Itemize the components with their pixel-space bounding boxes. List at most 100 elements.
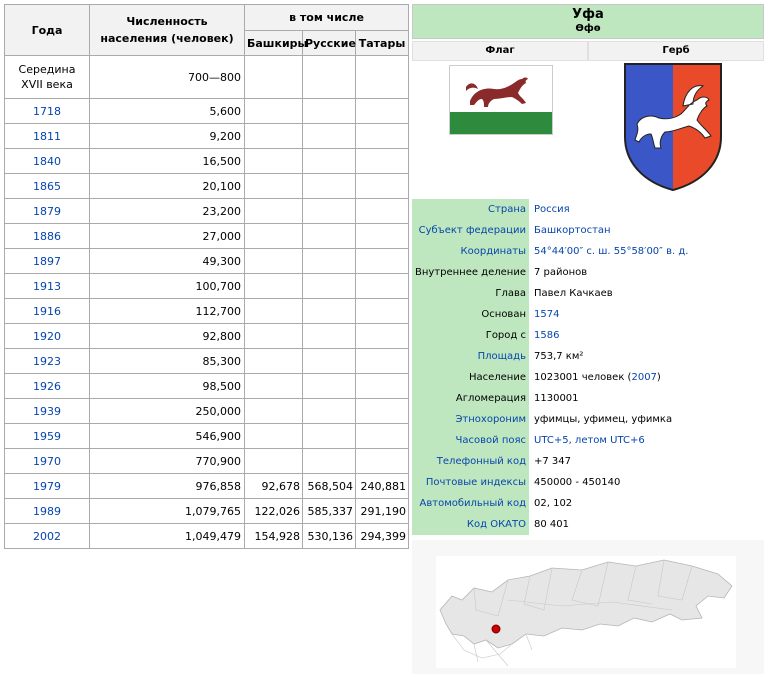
infobox-value-text: Павел Качкаев bbox=[534, 288, 613, 299]
year-link[interactable]: 1959 bbox=[33, 429, 61, 443]
year-link[interactable]: 1926 bbox=[33, 379, 61, 393]
year-cell[interactable]: 1913 bbox=[4, 273, 90, 299]
infobox-value[interactable]: Башкортостан bbox=[529, 220, 611, 241]
year-cell[interactable]: 1886 bbox=[4, 223, 90, 249]
infobox-value[interactable]: 54°44′00″ с. ш. 55°58′00″ в. д. bbox=[529, 241, 688, 262]
year-cell[interactable]: 1811 bbox=[4, 123, 90, 149]
infobox-title: Уфа Өфө bbox=[412, 4, 764, 39]
year-cell[interactable]: 1959 bbox=[4, 423, 90, 449]
russians-cell bbox=[302, 223, 356, 249]
infobox-value-text: 02, 102 bbox=[534, 498, 573, 509]
year-link[interactable]: 2002 bbox=[33, 529, 61, 543]
russians-cell bbox=[302, 398, 356, 424]
bashkirs-cell: 92,678 bbox=[244, 473, 303, 499]
infobox-value: 753,7 км² bbox=[529, 346, 583, 367]
infobox-label[interactable]: Площадь bbox=[412, 346, 529, 367]
infobox-value-text[interactable]: UTC+5, летом UTC+6 bbox=[534, 435, 645, 446]
infobox-value[interactable]: UTC+5, летом UTC+6 bbox=[529, 430, 645, 451]
infobox-value-text: +7 347 bbox=[534, 456, 572, 467]
year-link[interactable]: 1865 bbox=[33, 179, 61, 193]
year-cell[interactable]: 1865 bbox=[4, 173, 90, 199]
year-link[interactable]: 1920 bbox=[33, 329, 61, 343]
year-link[interactable]: 1916 bbox=[33, 304, 61, 318]
population-year-link[interactable]: 2007 bbox=[631, 372, 657, 383]
infobox-label[interactable]: Страна bbox=[412, 199, 529, 220]
header-bashkirs: Башкиры bbox=[244, 30, 307, 56]
infobox-label[interactable]: Этнохороним bbox=[412, 409, 529, 430]
infobox-label[interactable]: Автомобильный код bbox=[412, 493, 529, 514]
infobox-value-text[interactable]: 54°44′00″ с. ш. 55°58′00″ в. д. bbox=[534, 246, 689, 257]
year-link[interactable]: 1718 bbox=[33, 104, 61, 118]
year-link[interactable]: 1939 bbox=[33, 404, 61, 418]
year-cell[interactable]: 1840 bbox=[4, 148, 90, 174]
header-including: в том числе bbox=[243, 4, 410, 31]
year-cell[interactable]: 1939 bbox=[4, 398, 90, 424]
infobox-row: Телефонный код +7 347 bbox=[412, 451, 764, 472]
infobox-value[interactable]: Россия bbox=[529, 199, 570, 220]
year-link[interactable]: 1886 bbox=[33, 229, 61, 243]
bashkirs-cell bbox=[244, 248, 303, 274]
population-cell: 770,900 bbox=[89, 448, 245, 474]
infobox-value-text[interactable]: 1574 bbox=[534, 309, 560, 320]
flag-image[interactable] bbox=[449, 65, 553, 135]
year-cell[interactable]: 1926 bbox=[4, 373, 90, 399]
symbols-images bbox=[412, 61, 764, 193]
location-map[interactable] bbox=[412, 540, 764, 674]
year-cell[interactable]: 1879 bbox=[4, 198, 90, 224]
infobox-value: Павел Качкаев bbox=[529, 283, 613, 304]
population-cell: 1,079,765 bbox=[89, 498, 245, 524]
russians-cell bbox=[302, 298, 356, 324]
infobox-row: Внутреннее деление 7 районов bbox=[412, 262, 764, 283]
year-cell[interactable]: 2002 bbox=[4, 523, 90, 549]
infobox-label[interactable]: Субъект федерации bbox=[412, 220, 529, 241]
bashkirs-cell bbox=[244, 198, 303, 224]
year-link[interactable]: 1879 bbox=[33, 204, 61, 218]
year-link[interactable]: 1970 bbox=[33, 454, 61, 468]
year-link[interactable]: 1913 bbox=[33, 279, 61, 293]
table-row: 1916 112,700 bbox=[4, 298, 410, 324]
flag-label: Флаг bbox=[412, 41, 588, 61]
infobox-row: Глава Павел Качкаев bbox=[412, 283, 764, 304]
year-cell[interactable]: 1989 bbox=[4, 498, 90, 524]
header-tatars: Татары bbox=[354, 30, 410, 56]
infobox-row: Страна Россия bbox=[412, 199, 764, 220]
header-population: Численность населения (человек) bbox=[89, 4, 245, 56]
russians-cell bbox=[302, 98, 356, 124]
year-link[interactable]: 1897 bbox=[33, 254, 61, 268]
year-link[interactable]: 1923 bbox=[33, 354, 61, 368]
infobox-label[interactable]: Координаты bbox=[412, 241, 529, 262]
year-cell[interactable]: 1718 bbox=[4, 98, 90, 124]
year-link[interactable]: 1989 bbox=[33, 504, 61, 518]
infobox-label[interactable]: Почтовые индексы bbox=[412, 472, 529, 493]
infobox-value-text[interactable]: Россия bbox=[534, 204, 570, 215]
tatars-cell bbox=[354, 173, 410, 199]
russians-cell bbox=[302, 273, 356, 299]
infobox-label[interactable]: Телефонный код bbox=[412, 451, 529, 472]
tatars-cell bbox=[354, 98, 410, 124]
table-row: 1840 16,500 bbox=[4, 148, 410, 174]
infobox-label[interactable]: Код ОКАТО bbox=[412, 514, 529, 535]
infobox-value[interactable]: 1574 bbox=[529, 304, 559, 325]
year-cell[interactable]: 1970 bbox=[4, 448, 90, 474]
year-link[interactable]: 1979 bbox=[33, 479, 61, 493]
year-cell[interactable]: 1897 bbox=[4, 248, 90, 274]
infobox-value[interactable]: 1586 bbox=[529, 325, 559, 346]
infobox-row: Почтовые индексы 450000 - 450140 bbox=[412, 472, 764, 493]
infobox-value-text[interactable]: 1586 bbox=[534, 330, 560, 341]
infobox-label[interactable]: Часовой пояс bbox=[412, 430, 529, 451]
city-name: Уфа bbox=[572, 7, 604, 22]
year-cell[interactable]: 1920 bbox=[4, 323, 90, 349]
russians-cell bbox=[302, 323, 356, 349]
tatars-cell bbox=[354, 448, 410, 474]
infobox-value: 02, 102 bbox=[529, 493, 572, 514]
year-link[interactable]: 1840 bbox=[33, 154, 61, 168]
table-row: 1897 49,300 bbox=[4, 248, 410, 274]
year-cell[interactable]: 1916 bbox=[4, 298, 90, 324]
year-cell[interactable]: 1979 bbox=[4, 473, 90, 499]
year-cell[interactable]: 1923 bbox=[4, 348, 90, 374]
infobox-value-text[interactable]: Башкортостан bbox=[534, 225, 611, 236]
infobox-value: 80 401 bbox=[529, 514, 569, 535]
city-infobox: Уфа Өфө Флаг Герб Страна Россия Субъект фе… bbox=[412, 4, 764, 535]
year-link[interactable]: 1811 bbox=[33, 129, 61, 143]
coat-of-arms-image[interactable] bbox=[623, 62, 723, 195]
